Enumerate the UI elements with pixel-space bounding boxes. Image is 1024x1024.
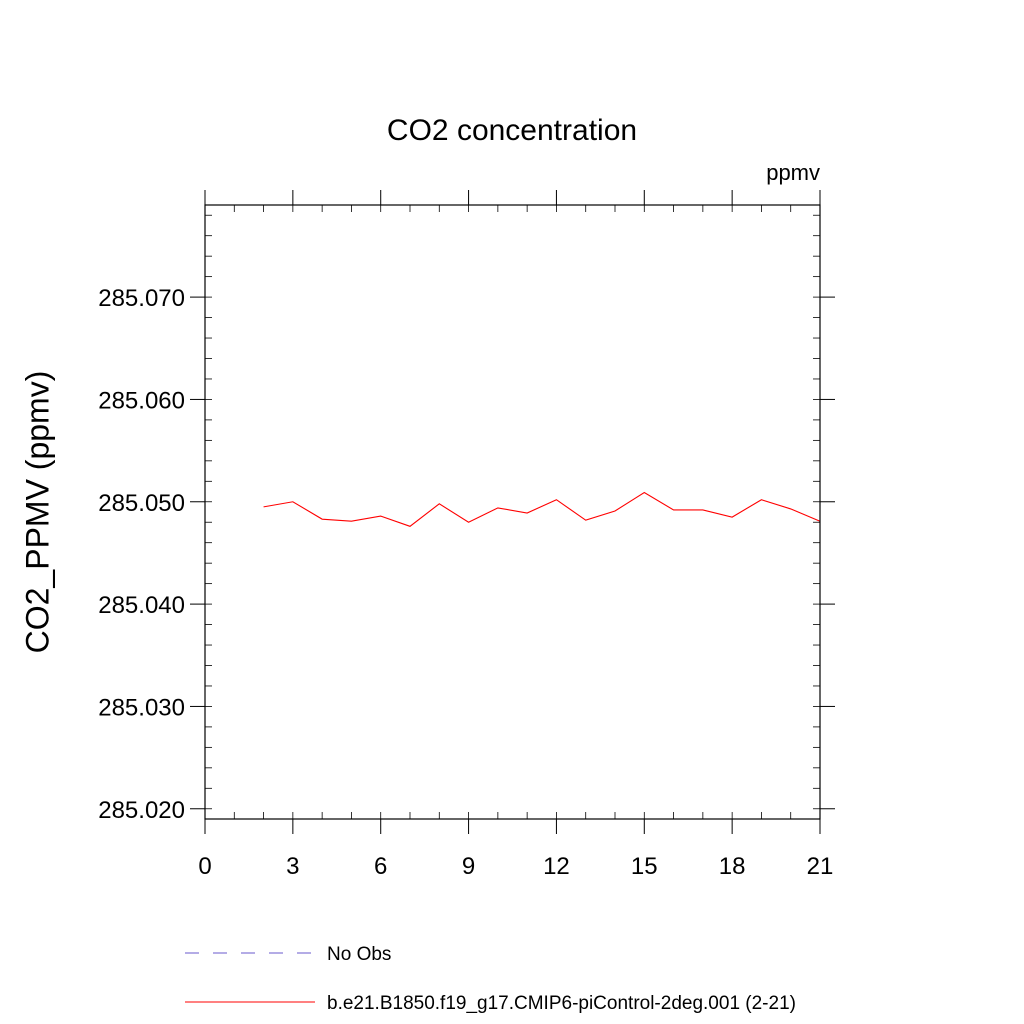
y-tick-label: 285.030 [98, 694, 185, 721]
y-tick-label: 285.060 [98, 387, 185, 414]
x-tick-labels: 0 3 6 9 12 15 18 21 [198, 853, 833, 880]
plot-frame [204, 204, 821, 820]
chart-title: CO2 concentration [387, 114, 637, 147]
y-tick-label: 285.050 [98, 490, 185, 517]
y-tick-label: 285.070 [98, 285, 185, 312]
legend-label-no-obs: No Obs [327, 944, 391, 965]
units-label: ppmv [766, 160, 820, 185]
x-tick-label: 21 [807, 853, 834, 880]
legend-label-picontrol: b.e21.B1850.f19_g17.CMIP6-piControl-2deg… [327, 993, 796, 1014]
legend: No Obs b.e21.B1850.f19_g17.CMIP6-piContr… [185, 944, 796, 1014]
x-tick-label: 18 [719, 853, 746, 880]
y-tick-labels: 285.020 285.030 285.040 285.050 285.060 285.0… [98, 285, 185, 824]
y-axis-label: CO2_PPMV (ppmv) [19, 371, 55, 654]
y-tick-label: 285.040 [98, 592, 185, 619]
ticks-layer [190, 190, 835, 834]
x-tick-label: 0 [198, 853, 211, 880]
x-tick-label: 9 [462, 853, 475, 880]
x-tick-label: 6 [374, 853, 387, 880]
series-layer [263, 491, 821, 527]
x-tick-label: 15 [631, 853, 658, 880]
y-tick-label: 285.020 [98, 797, 185, 824]
x-tick-label: 12 [543, 853, 570, 880]
x-tick-label: 3 [286, 853, 299, 880]
series-line-1 [263, 491, 821, 527]
